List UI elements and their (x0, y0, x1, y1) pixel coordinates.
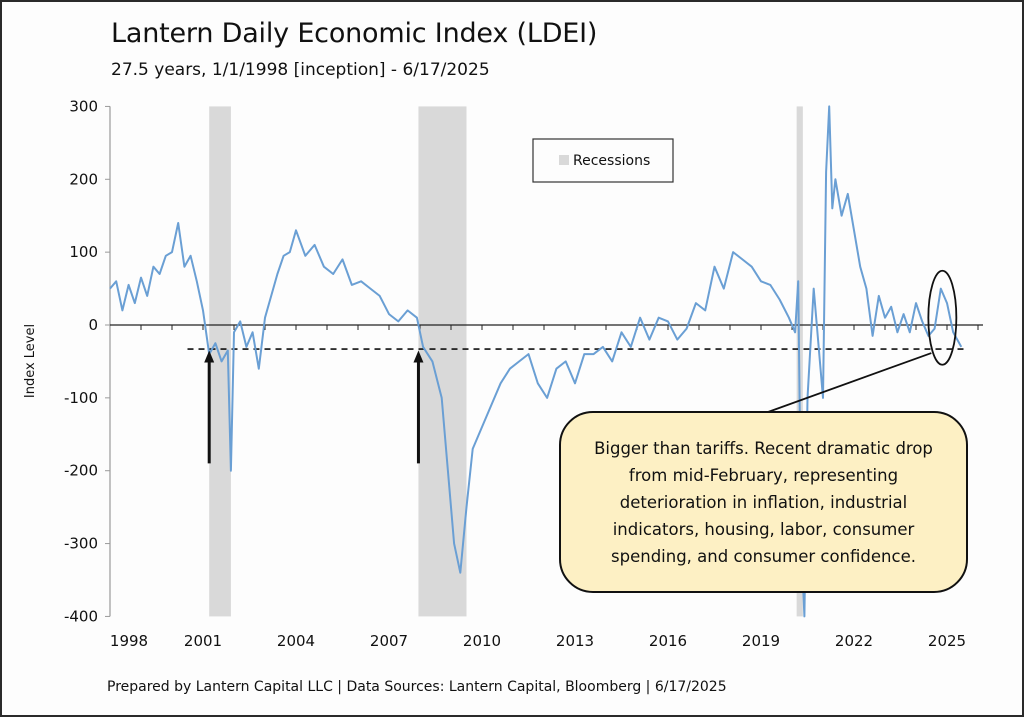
highlight-ellipse (927, 269, 958, 366)
legend-swatch-recessions (559, 155, 569, 165)
recession-band-1 (418, 106, 467, 617)
y-tick-label: 200 (69, 170, 98, 188)
x-tick-label: 2016 (649, 632, 687, 650)
x-tick-label: 2019 (742, 632, 780, 650)
y-tick-label: -300 (64, 535, 98, 553)
axes (109, 106, 983, 617)
x-tick-label: 1998 (110, 632, 148, 650)
callout-text: Bigger than tariffs. Recent dramatic dro… (594, 438, 933, 566)
y-tick-label: -100 (64, 389, 98, 407)
callout-connector-line (767, 352, 932, 413)
y-tick-label: 0 (88, 316, 98, 334)
chart-title: Lantern Daily Economic Index (LDEI) (111, 18, 598, 49)
series-line-ldei (109, 105, 963, 618)
x-tick-label: 2013 (556, 632, 594, 650)
arrows (204, 350, 424, 464)
y-tick-label: 100 (69, 243, 98, 261)
x-tick-label: 2004 (277, 632, 315, 650)
recession-band-0 (209, 106, 231, 617)
x-tick-label: 2010 (463, 632, 501, 650)
x-tick-label: 2001 (184, 632, 222, 650)
x-tick-label: 2025 (928, 632, 966, 650)
legend-box (532, 138, 674, 183)
chart-subtitle: 27.5 years, 1/1/1998 [inception] - 6/17/… (111, 60, 490, 80)
x-tick-label: 2022 (835, 632, 873, 650)
y-ticks: 300 200 100 0 -100 -200 -300 -400 (64, 97, 110, 625)
legend-label-recessions: Recessions (573, 153, 650, 169)
x-tick-label: 2007 (370, 632, 408, 650)
footer-source: Prepared by Lantern Capital LLC | Data S… (107, 679, 727, 695)
x-ticks: 1998 2001 2004 2007 2010 2013 2016 2019 2022 2025 (110, 325, 979, 650)
y-tick-label: 300 (69, 97, 98, 115)
y-axis-label: Index Level (23, 324, 38, 398)
legend: Recessions (532, 138, 674, 183)
arrow-head-1 (413, 350, 424, 363)
y-tick-label: -200 (64, 462, 98, 480)
y-tick-label: -400 (64, 607, 98, 625)
arrow-head-0 (204, 350, 215, 363)
annotation-callout: Bigger than tariffs. Recent dramatic dro… (559, 411, 968, 593)
